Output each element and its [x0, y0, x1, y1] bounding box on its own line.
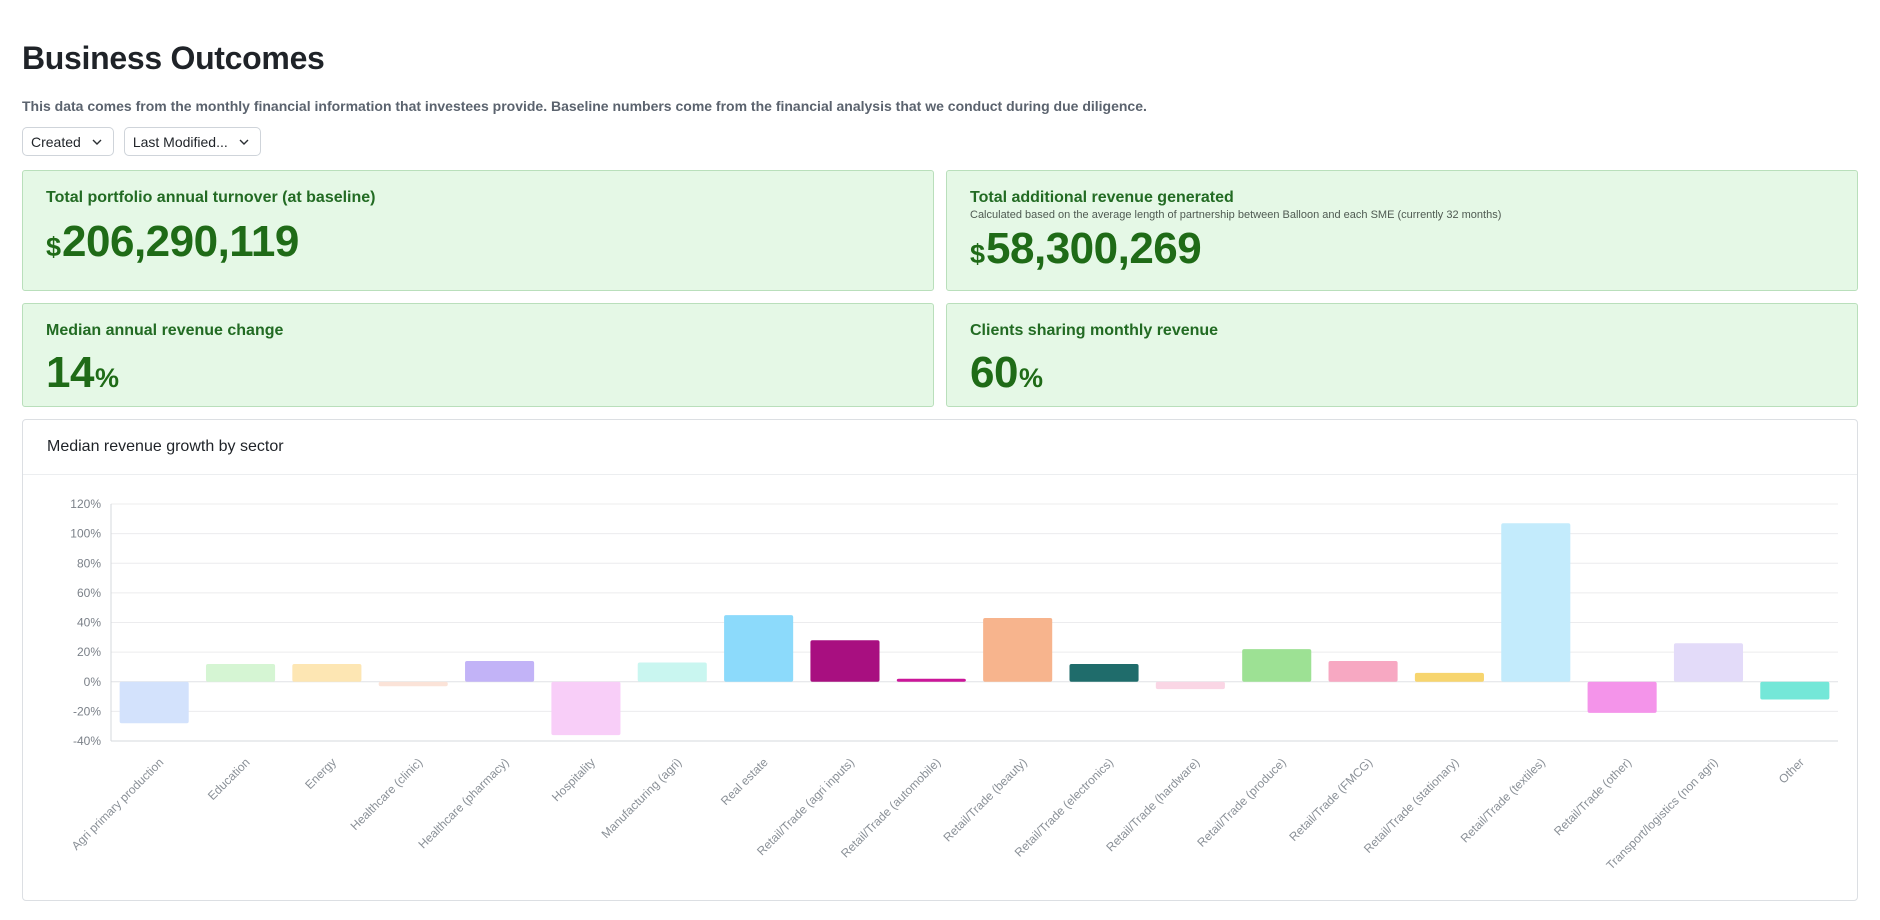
chart-title: Median revenue growth by sector	[23, 420, 1857, 475]
x-tick-label: Healthcare (pharmacy)	[415, 755, 511, 851]
filter-bar: Created Last Modified...	[22, 127, 1858, 156]
bar	[810, 640, 880, 682]
y-tick-label: 100%	[70, 527, 101, 541]
bar	[1760, 681, 1830, 700]
chart-card: Median revenue growth by sector -40% -20%…	[22, 419, 1858, 901]
bar	[551, 681, 621, 736]
kpi-value: $ 206,290,119	[46, 220, 910, 264]
kpi-card-turnover: Total portfolio annual turnover (at base…	[22, 170, 934, 291]
filter-created-label: Created	[31, 133, 81, 150]
x-tick-label: Education	[205, 755, 253, 803]
x-tick-label: Hospitality	[549, 755, 598, 804]
filter-last-modified[interactable]: Last Modified...	[123, 127, 261, 156]
x-tick-label: Retail/Trade (electronics)	[1012, 755, 1116, 859]
x-tick-label: Retail/Trade (stationary)	[1361, 755, 1462, 856]
y-tick-label: 20%	[77, 645, 101, 659]
bar	[1587, 681, 1657, 713]
bar	[983, 618, 1053, 682]
bar	[1673, 643, 1744, 682]
y-tick-label: -40%	[73, 734, 101, 748]
bar	[465, 661, 535, 682]
x-tick-label: Real estate	[718, 755, 771, 808]
filter-last-modified-label: Last Modified...	[132, 133, 228, 150]
y-tick-label: 80%	[77, 556, 101, 570]
kpi-card-additional-revenue: Total additional revenue generated Calcu…	[946, 170, 1858, 291]
bar	[637, 662, 707, 682]
x-tick-label: Retail/Trade (agri inputs)	[754, 755, 857, 858]
y-tick-label: 60%	[77, 586, 101, 600]
kpi-unit: %	[94, 363, 119, 393]
kpi-title: Median annual revenue change	[46, 322, 284, 339]
x-tick-label: Retail/Trade (textiles)	[1458, 755, 1548, 845]
x-tick-label: Agri primary production	[69, 755, 167, 853]
page: Business Outcomes This data comes from t…	[22, 40, 1858, 901]
bar	[1414, 672, 1484, 682]
page-title: Business Outcomes	[22, 40, 325, 76]
kpi-card-median-change: Median annual revenue change 14 %	[22, 303, 934, 407]
kpi-number: 60	[970, 348, 1018, 397]
kpi-note: Calculated based on the average length o…	[970, 209, 1502, 221]
bar	[1242, 649, 1312, 682]
kpi-value: $ 58,300,269	[970, 227, 1834, 271]
currency-symbol: $	[970, 239, 986, 269]
bar	[378, 681, 448, 687]
filter-created[interactable]: Created	[22, 127, 114, 156]
kpi-number: 14	[46, 348, 94, 397]
kpi-number: 58,300,269	[986, 224, 1202, 273]
kpi-value: 60 %	[970, 351, 1834, 395]
bar	[1069, 663, 1139, 682]
bar	[205, 663, 276, 682]
y-tick-label: -20%	[73, 704, 101, 718]
bar-chart: -40% -20% 0% 20% 40% 60% 80% 100% 120% Agri prima…	[69, 497, 1838, 872]
x-tick-label: Retail/Trade (automobile)	[838, 755, 943, 860]
bar	[119, 681, 189, 724]
page-subtitle: This data comes from the monthly financi…	[22, 98, 1147, 114]
kpi-unit: %	[1018, 363, 1043, 393]
x-tick-label: Retail/Trade (produce)	[1194, 755, 1288, 849]
kpi-title: Clients sharing monthly revenue	[970, 322, 1219, 339]
kpi-number: 206,290,119	[62, 217, 299, 266]
bar	[1328, 661, 1398, 682]
y-tick-label: 40%	[77, 616, 101, 630]
x-tick-label: Other	[1776, 755, 1807, 786]
kpi-title: Total portfolio annual turnover (at base…	[46, 189, 376, 206]
x-tick-label: Retail/Trade (hardware)	[1103, 755, 1202, 854]
chevron-down-icon	[92, 139, 102, 145]
x-tick-label: Healthcare (clinic)	[348, 755, 426, 833]
bar	[292, 663, 362, 682]
bar	[1501, 523, 1571, 682]
kpi-value: 14 %	[46, 351, 910, 395]
bar	[1155, 681, 1225, 690]
y-tick-label: 0%	[84, 675, 102, 689]
x-tick-label: Retail/Trade (beauty)	[941, 755, 1030, 844]
kpi-card-clients-sharing: Clients sharing monthly revenue 60 %	[946, 303, 1858, 407]
kpi-title: Total additional revenue generated	[970, 189, 1234, 206]
bar	[724, 615, 794, 682]
x-tick-label: Retail/Trade (FMCG)	[1286, 755, 1375, 844]
x-tick-label: Energy	[302, 755, 339, 792]
x-tick-label: Manufacturing (agri)	[599, 755, 685, 841]
x-tick-label: Retail/Trade (other)	[1551, 755, 1634, 838]
kpi-cards: Total portfolio annual turnover (at base…	[22, 170, 1858, 407]
chevron-down-icon	[239, 139, 249, 145]
currency-symbol: $	[46, 232, 62, 262]
y-tick-label: 120%	[70, 497, 101, 511]
bar	[896, 678, 966, 682]
